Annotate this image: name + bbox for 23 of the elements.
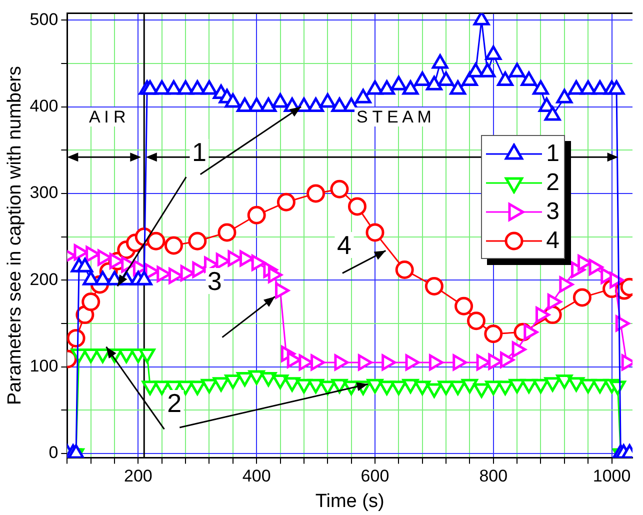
y-tick-label: 100	[30, 356, 58, 376]
y-axis-title: Parameters see in caption with numbers	[4, 66, 26, 405]
legend-label: 3	[546, 198, 560, 226]
y-tick-label: 300	[30, 183, 58, 202]
annotation: 4	[334, 230, 354, 260]
annotation: 2	[165, 388, 184, 418]
annotation: A I R	[86, 108, 128, 127]
legend-label: 4	[546, 226, 560, 255]
y-tick-label: 500	[30, 10, 58, 29]
x-tick-label: 200	[124, 466, 152, 486]
x-tick-label: 600	[360, 466, 390, 486]
x-tick-label: 800	[479, 466, 508, 486]
annotation: S T E A M	[354, 108, 434, 127]
annotation: 3	[205, 266, 224, 296]
y-tick-label: 400	[30, 96, 58, 116]
y-tick-label: 200	[30, 270, 58, 289]
x-tick-label: 1000	[592, 466, 631, 486]
annotation: 1	[190, 136, 208, 167]
legend-label: 1	[546, 140, 560, 168]
x-tick-label: 400	[242, 466, 271, 486]
y-tick-label: 0	[48, 443, 58, 462]
x-axis-title: Time (s)	[315, 490, 384, 512]
legend-label: 2	[546, 168, 560, 197]
